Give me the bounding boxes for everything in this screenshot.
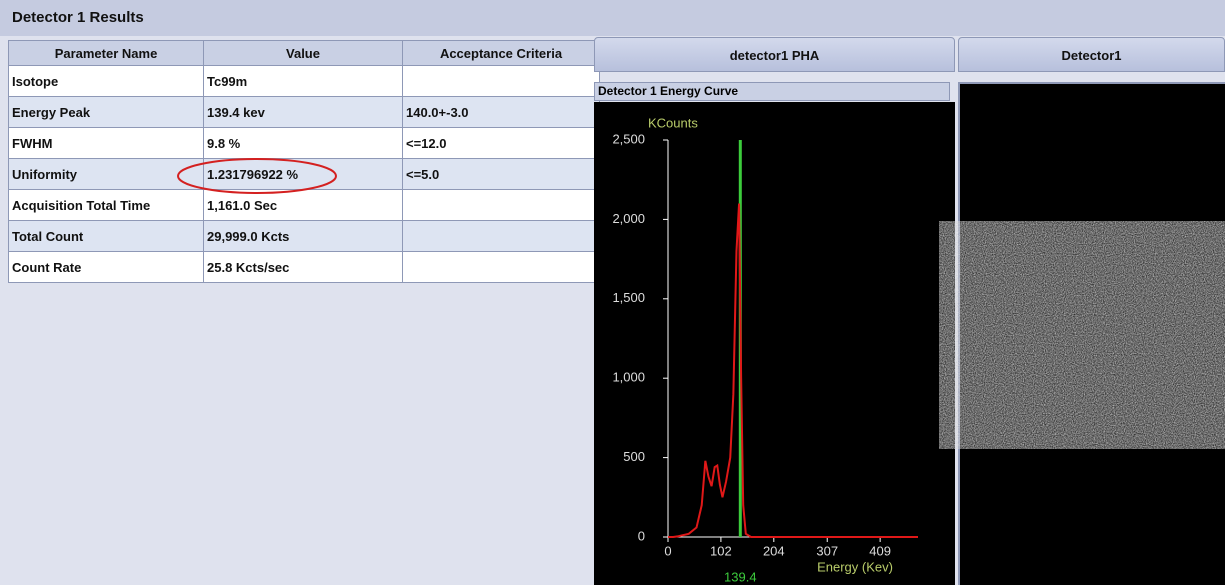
x-tick-label: 102 — [710, 543, 732, 558]
x-tick-label: 409 — [869, 543, 891, 558]
x-tick-label: 0 — [664, 543, 671, 558]
x-tick-label: 307 — [816, 543, 838, 558]
overlay: KCounts 0 500 1,000 1,500 2,000 2,500 0 102 204 30… — [0, 0, 1225, 585]
peak-label: 139.4 — [724, 569, 757, 584]
x-tick-label: 204 — [763, 543, 785, 558]
y-tick-label: 500 — [623, 449, 645, 464]
highlight-circle — [178, 159, 336, 193]
page: Detector 1 Results Parameter NameValueAc… — [0, 0, 1225, 585]
y-tick-label: 2,000 — [612, 211, 645, 226]
y-axis-label: KCounts — [648, 115, 698, 130]
x-axis-label: Energy (Kev) — [817, 559, 893, 574]
y-tick-label: 1,000 — [612, 370, 645, 385]
y-tick-label: 2,500 — [612, 131, 645, 146]
chart-area — [594, 102, 955, 585]
y-tick-label: 0 — [638, 528, 645, 543]
uniformity-image — [965, 240, 1222, 430]
y-tick-label: 1,500 — [612, 290, 645, 305]
